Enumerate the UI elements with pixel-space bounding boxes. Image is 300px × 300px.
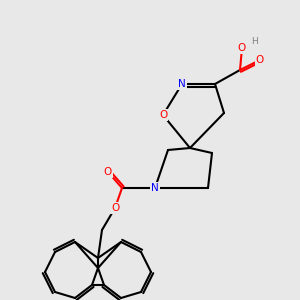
Text: H: H [252, 38, 258, 46]
Text: N: N [151, 183, 159, 193]
Text: N: N [178, 79, 186, 89]
Text: O: O [111, 203, 119, 213]
Text: O: O [238, 43, 246, 53]
Text: O: O [256, 55, 264, 65]
Text: O: O [159, 110, 167, 120]
Text: O: O [104, 167, 112, 177]
